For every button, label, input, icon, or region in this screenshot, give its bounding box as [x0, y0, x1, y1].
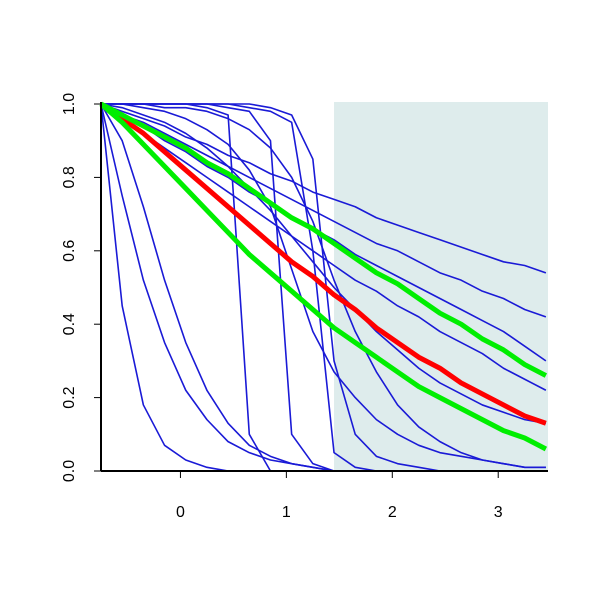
curve — [101, 103, 546, 469]
curve — [100, 103, 547, 274]
y-tick-label: 0.8 — [61, 166, 78, 188]
curve — [100, 103, 547, 425]
y-tick-label: 0.2 — [61, 386, 78, 408]
curve — [100, 103, 547, 318]
y-tick-label: 0.0 — [61, 460, 78, 482]
curve — [101, 103, 546, 469]
curve — [99, 101, 548, 378]
y-tick-label: 0.4 — [61, 313, 78, 335]
curve — [99, 102, 548, 452]
curve — [99, 101, 547, 426]
x-tick-label: 1 — [282, 504, 291, 521]
x-tick-label: 3 — [494, 504, 503, 521]
x-tick-label: 2 — [388, 504, 397, 521]
y-tick-label: 1.0 — [61, 93, 78, 115]
y-tick-label: 0.6 — [61, 240, 78, 262]
x-tick-label: 0 — [176, 504, 185, 521]
